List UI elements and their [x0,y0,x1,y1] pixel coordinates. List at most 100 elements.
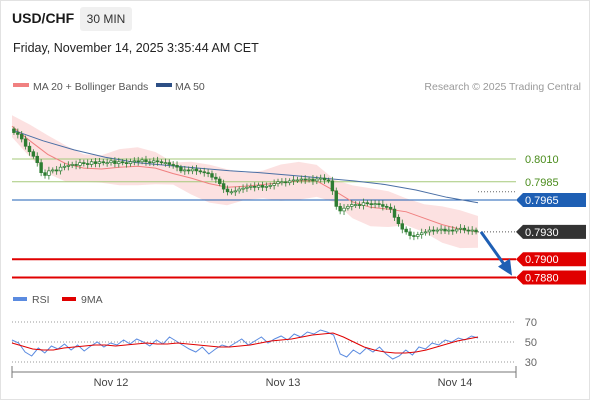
ma50-line [11,129,479,204]
candle [35,155,39,163]
candle [66,165,71,167]
candle [163,162,168,164]
candle [171,164,175,166]
candle [326,179,331,182]
candle [439,228,443,231]
candle [357,204,362,206]
candle [252,185,257,188]
candle [144,159,148,163]
candle [435,229,439,232]
candle [128,161,133,164]
candle [194,168,199,172]
candle [120,161,125,164]
candle [148,161,152,164]
candle [295,179,300,182]
candle [280,181,284,184]
candle [256,185,261,188]
candle [365,202,370,205]
candle [101,161,105,164]
ma9-legend-label: 9MA [81,294,103,306]
rsi-tick-label: 50 [525,337,537,349]
rsi-tick-label: 30 [525,357,537,369]
candle [315,178,319,182]
candle [451,229,455,232]
candle [260,185,265,188]
candle [198,170,203,173]
ma20-line [11,125,479,233]
candle [470,229,474,232]
rsi-legend-label: RSI [32,294,50,306]
candle [373,203,377,205]
candle [159,161,164,164]
candle [299,178,304,181]
rsi-line [11,329,479,360]
moving-average-layer [11,125,479,233]
x-axis-label: Nov 14 [438,377,473,389]
candle [454,228,459,232]
candle [152,160,156,163]
candle [39,162,43,174]
time-axis: Nov 12 Nov 13 Nov 14 [11,366,517,389]
candle [31,151,36,157]
candle [245,186,249,189]
candle [190,168,195,172]
candle [307,178,311,181]
chart-header: USD/CHF 30 MIN [0,0,590,36]
candle [416,234,420,237]
candle [466,229,471,232]
candle [334,190,338,207]
candle [113,160,117,164]
timeframe-button[interactable]: 30 MIN [80,7,132,31]
candle [210,173,214,178]
candle [322,177,327,181]
candle [303,178,307,181]
candle [392,208,397,218]
candle [70,164,74,166]
rsi-tick-label: 70 [525,317,537,329]
candle [350,204,354,207]
candle [16,132,20,135]
candle [272,183,276,186]
candle [58,166,63,172]
candle [167,162,171,165]
candle [51,169,55,172]
candle [214,176,218,180]
resistance-label: 0.8010 [525,154,559,166]
candle [241,187,245,190]
candle [276,181,280,184]
resistance-label: 0.7985 [525,177,559,189]
candle [202,171,206,174]
ma20-legend-swatch [13,83,29,87]
candle [136,160,140,163]
candle [225,188,230,193]
candle [105,162,109,164]
candle [408,231,412,236]
x-axis-label: Nov 13 [266,377,301,389]
candle [311,178,315,182]
projection-arrow-shaft [479,231,507,267]
candle [264,185,269,188]
credit-text: Research © 2025 Trading Central [424,81,581,93]
support-label-box [516,252,586,267]
candle [474,229,478,233]
candle [74,164,78,166]
support-label-box [516,270,586,285]
candle [353,204,358,206]
candle [342,207,346,212]
candle [206,172,210,175]
timestamp: Friday, November 14, 2025 3:35:44 AM CET [13,41,259,55]
candle [155,160,160,163]
candle [338,206,342,212]
ma20-legend-label: MA 20 + Bollinger Bands [33,81,148,93]
candle [54,169,59,172]
candle [419,232,424,235]
level-labels-layer: 0.8010 0.7985 0.7965 0.7930 0.7900 0.7880 [516,154,586,285]
candle [404,228,408,233]
candle [412,235,416,237]
last-price-box [516,224,586,239]
candle [249,185,253,188]
candle [23,138,28,147]
candle [132,160,137,163]
candle [89,161,94,165]
